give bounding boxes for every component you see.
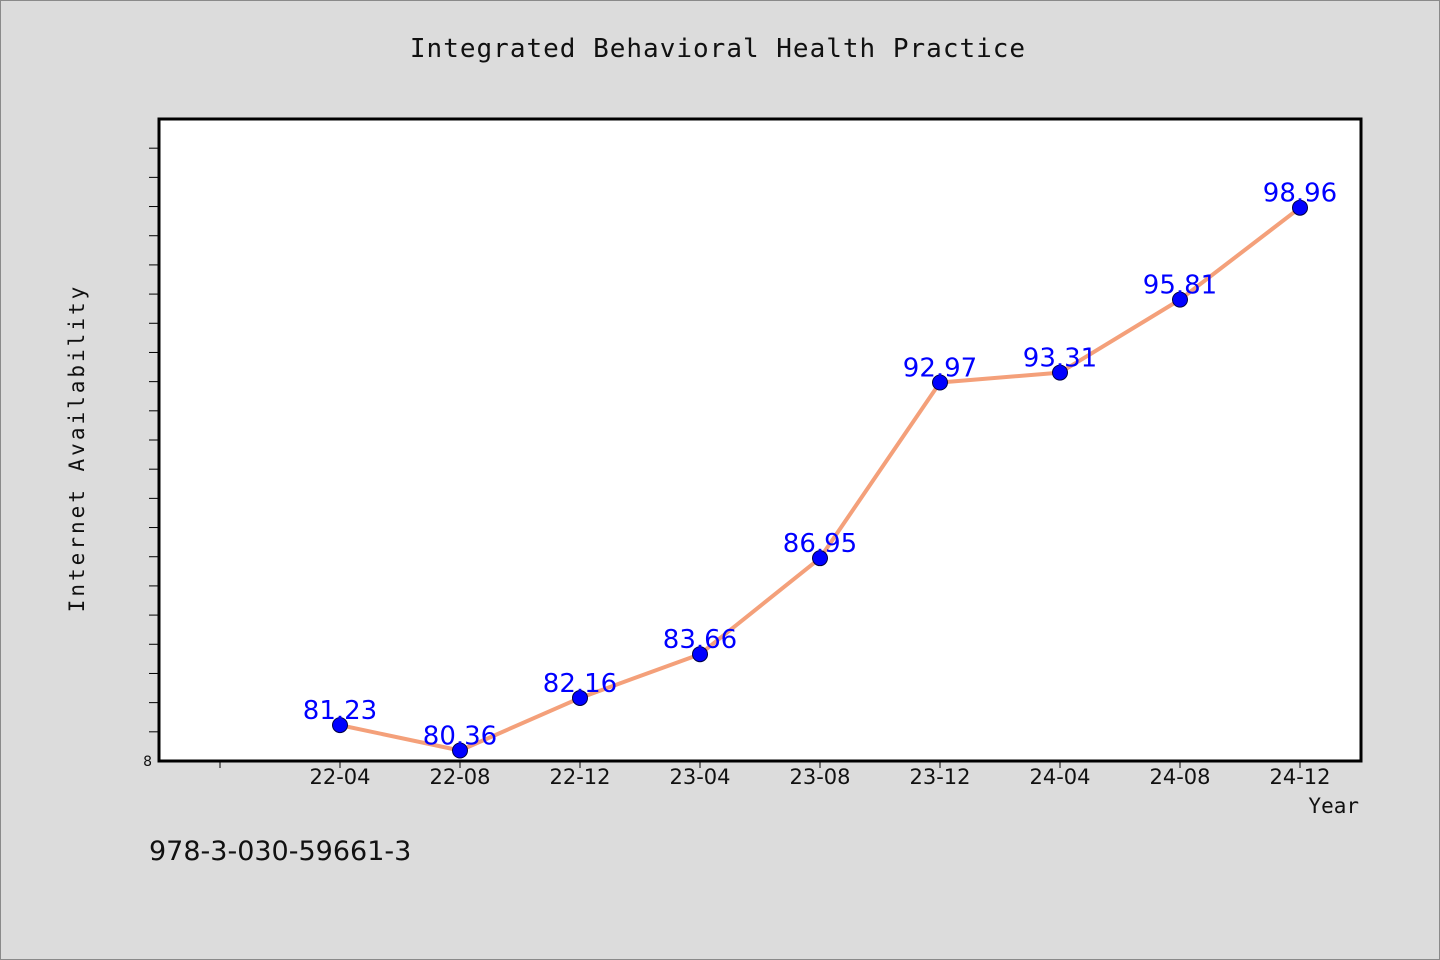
footer-code: 978-3-030-59661-3 bbox=[149, 836, 412, 867]
x-tick-label: 24-04 bbox=[1029, 765, 1090, 789]
x-tick-label: 24-12 bbox=[1269, 765, 1330, 789]
x-tick-label: 23-04 bbox=[669, 765, 730, 789]
data-label: 93.31 bbox=[1023, 344, 1097, 374]
data-point bbox=[1172, 291, 1188, 308]
data-point bbox=[1292, 199, 1308, 216]
x-tick-label: 23-08 bbox=[789, 765, 850, 789]
data-label: 83.66 bbox=[663, 625, 737, 655]
data-label: 82.16 bbox=[543, 669, 617, 699]
plot-area bbox=[157, 117, 1363, 763]
data-label: 81.23 bbox=[303, 696, 377, 726]
data-label: 86.95 bbox=[783, 529, 857, 559]
x-tick-label: 24-08 bbox=[1149, 765, 1210, 789]
y-tick-label: 8 bbox=[143, 754, 152, 770]
data-point bbox=[572, 689, 588, 706]
x-axis-ticks: 22-04 22-08 22-12 23-04 23-08 23-12 24-04 24-08… bbox=[219, 761, 1331, 789]
chart-title: Integrated Behavioral Health Practice bbox=[409, 34, 1027, 64]
data-point bbox=[932, 374, 948, 391]
data-label: 92.97 bbox=[903, 354, 977, 384]
x-tick-label: 23-12 bbox=[909, 765, 970, 789]
data-series: 81.23 80.36 82.16 83.66 86.95 92.97 93.31 95.81… bbox=[303, 179, 1337, 759]
x-axis-title: Year bbox=[1308, 794, 1359, 818]
x-tick-label: 22-12 bbox=[549, 765, 610, 789]
data-label: 80.36 bbox=[423, 721, 497, 751]
data-label: 95.81 bbox=[1143, 271, 1217, 301]
data-point bbox=[1052, 364, 1068, 381]
data-label: 98.96 bbox=[1263, 179, 1337, 209]
x-tick-label: 22-08 bbox=[429, 765, 490, 789]
data-point bbox=[332, 717, 348, 734]
data-point bbox=[452, 742, 468, 759]
data-point bbox=[812, 550, 828, 567]
y-axis-ticks: 8 bbox=[143, 147, 159, 770]
x-tick-label: 22-04 bbox=[309, 765, 370, 789]
data-point bbox=[692, 646, 708, 663]
